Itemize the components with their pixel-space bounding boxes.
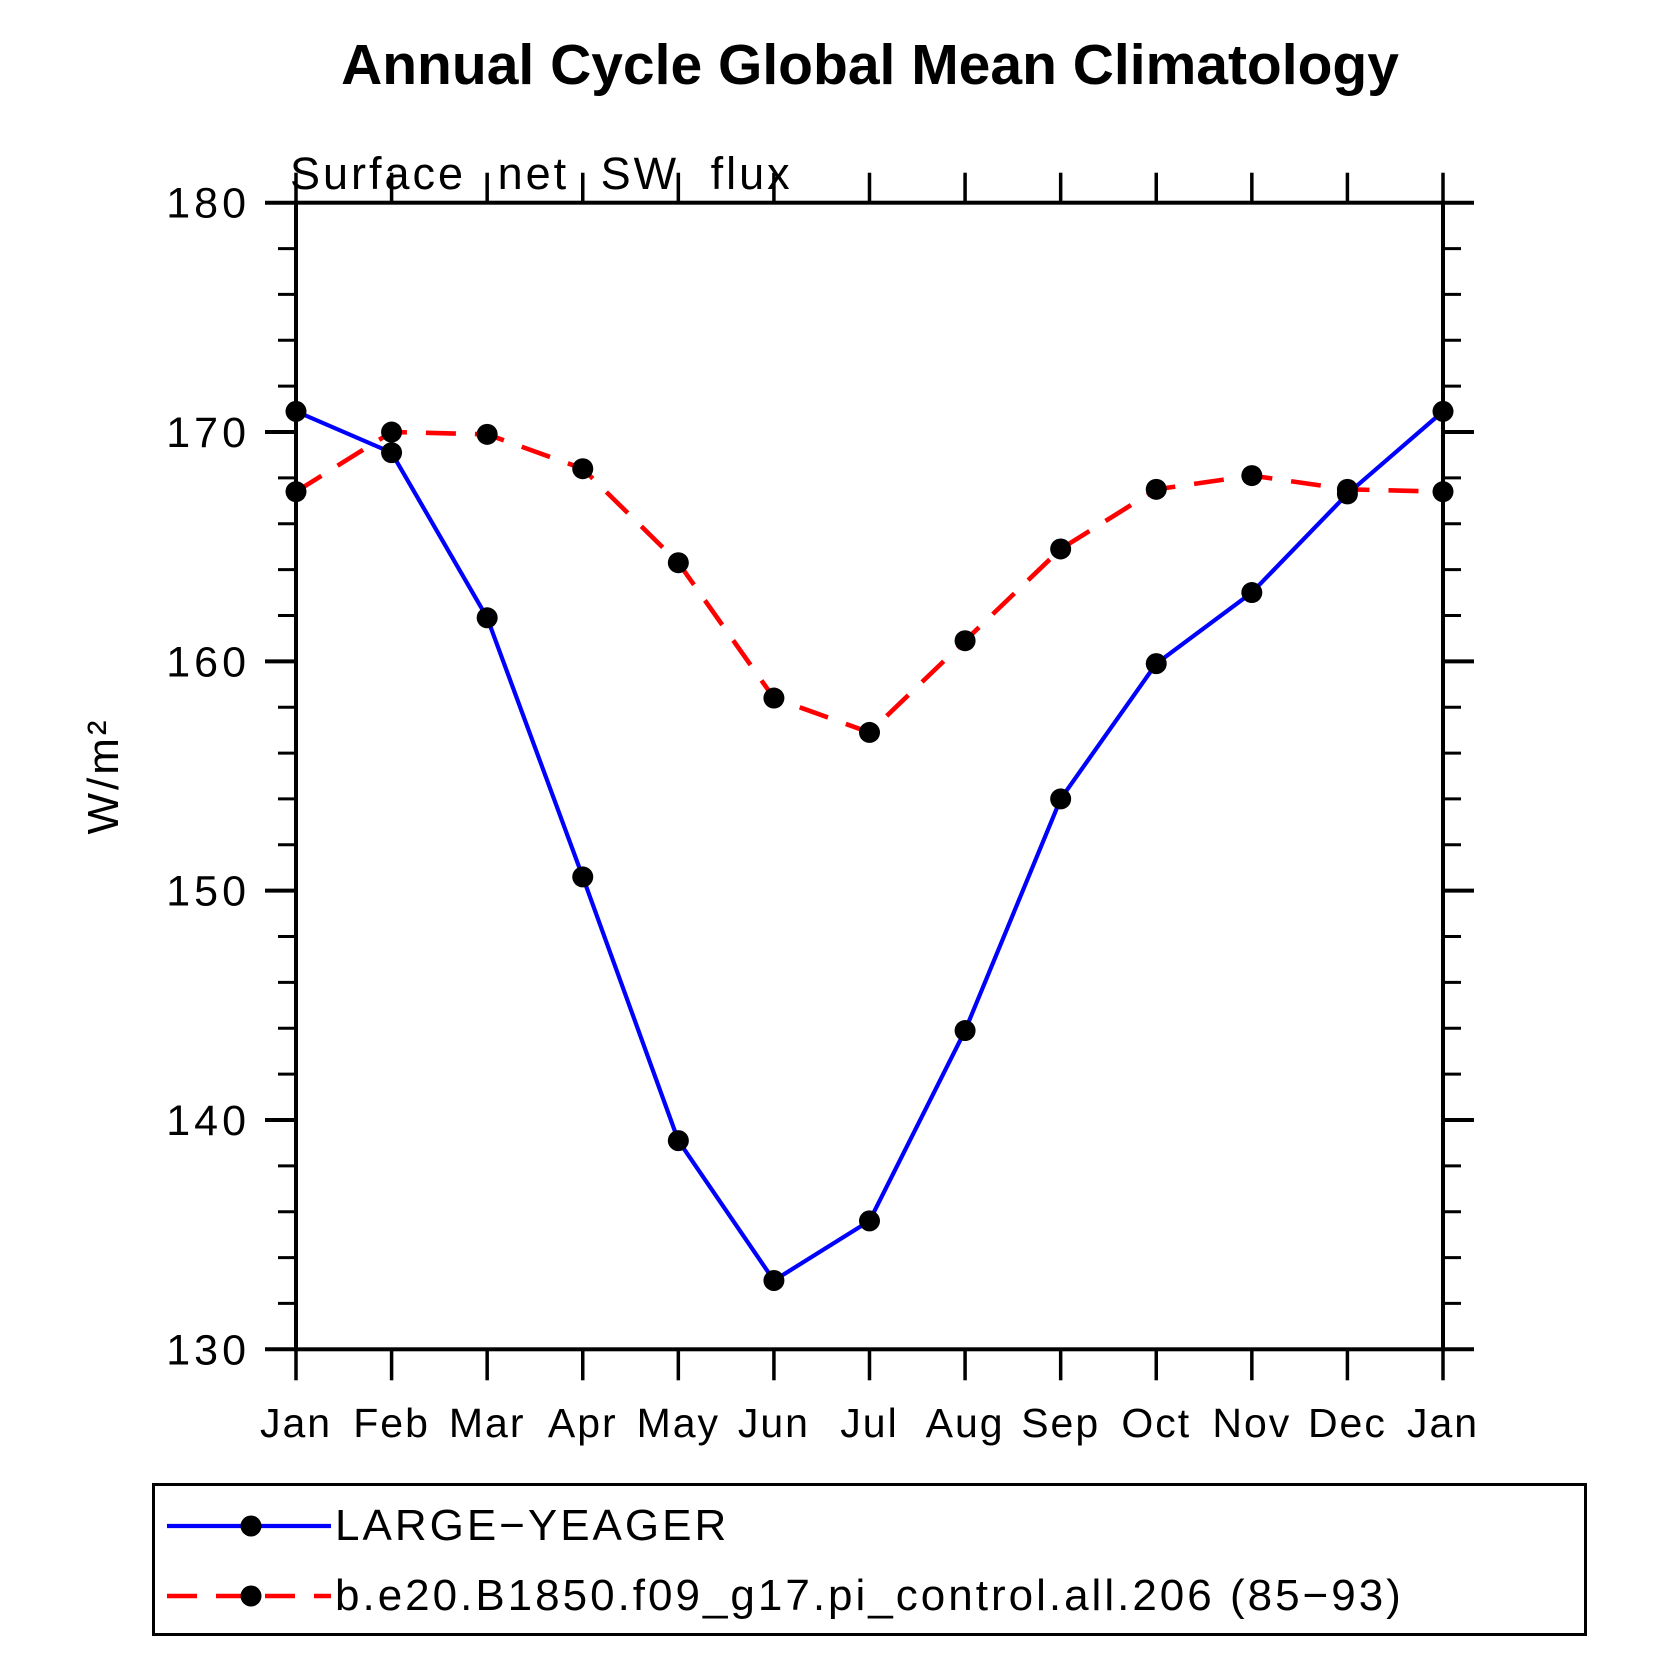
x-tick-label: Nov [1212, 1400, 1291, 1446]
plot-box [294, 200, 1445, 1352]
series-marker-1 [954, 630, 976, 652]
y-tick-label: 150 [166, 868, 250, 916]
x-tick-label: Feb [353, 1400, 430, 1446]
series-marker-0 [572, 866, 594, 888]
series-marker-0 [954, 1020, 976, 1042]
legend-item-pi-control: b.e20.B1850.f09_g17.pi_control.all.206 (… [161, 1574, 1404, 1618]
y-tick-label: 180 [166, 180, 250, 228]
series-marker-1 [667, 552, 689, 574]
series-marker-1 [476, 423, 498, 445]
legend-sample-dashed [167, 1585, 331, 1607]
x-tick-label: Dec [1308, 1400, 1387, 1446]
series-line-0 [295, 409, 1445, 1283]
legend-label-pi-control: b.e20.B1850.f09_g17.pi_control.all.206 (… [335, 1571, 1404, 1620]
x-tick-label: Jan [260, 1400, 332, 1446]
x-tick-label: May [637, 1400, 720, 1446]
series-marker-0 [859, 1210, 880, 1232]
legend-item-large-yeager: LARGE−YEAGER [161, 1504, 729, 1548]
legend-label-large-yeager: LARGE−YEAGER [335, 1501, 730, 1550]
series-marker-0 [1241, 582, 1263, 604]
legend-sample-marker [240, 1585, 262, 1607]
series-marker-1 [1432, 481, 1454, 503]
series-marker-1 [1145, 478, 1167, 500]
legend-sample-solid [167, 1515, 331, 1537]
series-marker-0 [381, 442, 403, 464]
series-marker-1 [763, 687, 785, 709]
series-marker-0 [763, 1270, 785, 1292]
series-marker-1 [1050, 538, 1072, 560]
series-marker-1 [859, 721, 880, 743]
x-tick-label: Aug [926, 1400, 1005, 1446]
y-tick-label: 160 [166, 638, 250, 686]
chart-subtitle: Surface net SW flux [290, 148, 793, 199]
x-tick-label: Jul [840, 1400, 898, 1446]
legend: LARGE−YEAGER b.e20.B1850.f09_g17.pi_cont… [152, 1483, 1587, 1636]
series-marker-1 [1241, 465, 1263, 487]
y-tick-label: 140 [166, 1097, 250, 1145]
series-marker-1 [381, 421, 403, 443]
x-tick-label: Mar [449, 1400, 526, 1446]
series-marker-1 [1336, 478, 1358, 500]
x-tick-label: Jun [738, 1400, 810, 1446]
series-marker-1 [285, 481, 307, 503]
x-tick-label: Jan [1407, 1400, 1479, 1446]
series-marker-1 [572, 458, 594, 480]
y-tick-label: 170 [166, 409, 250, 457]
x-tick-label: Oct [1121, 1400, 1191, 1446]
x-tick-label: Apr [548, 1400, 618, 1446]
series-marker-0 [667, 1130, 689, 1152]
series-marker-0 [1432, 400, 1454, 422]
legend-sample-marker [240, 1515, 262, 1537]
y-tick-label: 130 [166, 1326, 250, 1374]
series-marker-0 [285, 400, 307, 422]
series-marker-0 [476, 607, 498, 629]
series-marker-0 [1145, 653, 1167, 675]
x-tick-label: Sep [1021, 1400, 1100, 1446]
series-marker-0 [1050, 788, 1072, 810]
chart-title: Annual Cycle Global Mean Climatology [341, 33, 1399, 97]
